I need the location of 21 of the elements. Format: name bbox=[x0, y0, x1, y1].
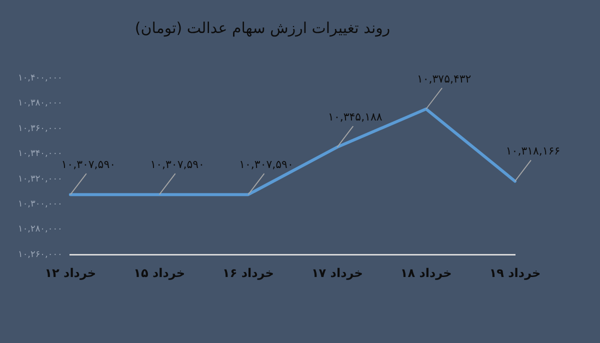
x-tick-label: ۱۹ خرداد bbox=[489, 266, 541, 280]
data-label: ۱۰,۳۷۵,۴۳۲ bbox=[416, 72, 472, 86]
y-tick-label: ۱۰,۳۲۰,۰۰۰ bbox=[18, 174, 62, 184]
x-tick-label: ۱۵ خرداد bbox=[134, 266, 185, 280]
y-tick-label: ۱۰,۳۶۰,۰۰۰ bbox=[18, 124, 62, 134]
x-tick-label: ۱۶ خرداد bbox=[222, 266, 274, 280]
y-tick-label: ۱۰,۲۶۰,۰۰۰ bbox=[18, 250, 62, 260]
x-tick-label: ۱۸ خرداد bbox=[400, 266, 452, 280]
data-label: ۱۰,۳۰۷,۵۹۰ bbox=[150, 158, 204, 171]
data-label: ۱۰,۳۴۵,۱۸۸ bbox=[328, 110, 382, 124]
y-tick-label: ۱۰,۳۴۰,۰۰۰ bbox=[18, 149, 62, 160]
y-tick-label: ۱۰,۳۰۰,۰۰۰ bbox=[18, 199, 62, 210]
y-tick-label: ۱۰,۲۸۰,۰۰۰ bbox=[18, 224, 62, 235]
data-label: ۱۰,۳۰۷,۵۹۰ bbox=[61, 158, 116, 171]
data-label: ۱۰,۳۱۸,۱۶۶ bbox=[506, 144, 560, 158]
x-tick-label: ۱۲ خرداد bbox=[44, 266, 96, 280]
x-tick-label: ۱۷ خرداد bbox=[311, 266, 363, 280]
chart-title: روند تغییرات ارزش سهام عدالت (تومان) bbox=[134, 18, 390, 37]
y-tick-label: ۱۰,۴۰۰,۰۰۰ bbox=[18, 73, 62, 84]
y-tick-label: ۱۰,۳۸۰,۰۰۰ bbox=[18, 98, 62, 109]
data-label: ۱۰,۳۰۷,۵۹۰ bbox=[239, 158, 294, 171]
